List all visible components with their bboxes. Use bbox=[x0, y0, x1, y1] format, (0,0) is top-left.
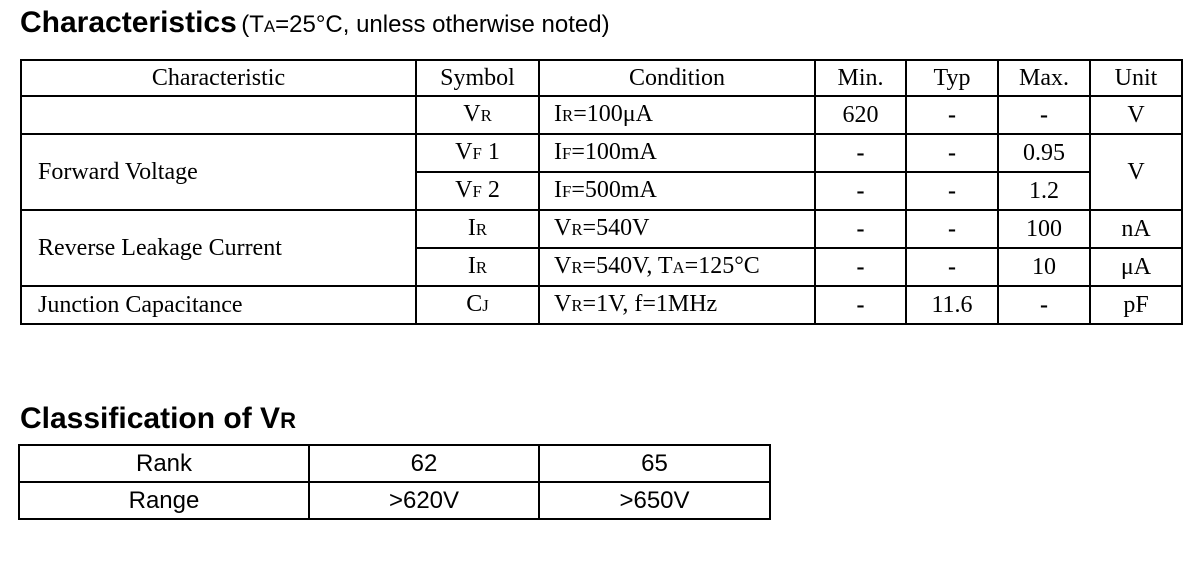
rank-value: 62 bbox=[308, 444, 540, 483]
unit-cell: V bbox=[1089, 95, 1183, 135]
unit-cell: V bbox=[1089, 133, 1183, 211]
table-row: VF 2 IF=500mA - - 1.2 bbox=[21, 171, 1182, 211]
classification-table: Rank 62 65 Range >620V >650V bbox=[18, 444, 771, 520]
max-cell: 100 bbox=[997, 209, 1091, 249]
max-cell: - bbox=[997, 285, 1091, 325]
symbol-cell: VF 2 bbox=[415, 171, 540, 211]
rank-value: 65 bbox=[538, 444, 771, 483]
condition-cell: IF=500mA bbox=[538, 171, 816, 211]
classification-heading: Classification of VR bbox=[20, 402, 296, 435]
symbol-cell: IR bbox=[415, 209, 540, 249]
unit-cell: pF bbox=[1089, 285, 1183, 325]
symbol-cell: VR bbox=[415, 95, 540, 135]
table-header-row: Characteristic Symbol Condition Min. Typ… bbox=[20, 59, 1183, 97]
typ-cell: - bbox=[905, 133, 999, 173]
min-cell: - bbox=[814, 209, 907, 249]
table-row: Forward Voltage VF 1 IF=100mA - - 0.95 V bbox=[20, 133, 1183, 211]
rank-row: Rank 62 65 bbox=[18, 444, 771, 483]
typ-cell: - bbox=[905, 95, 999, 135]
min-cell: - bbox=[814, 171, 907, 211]
condition-cell: VR=540V, TA=125°C bbox=[538, 247, 816, 287]
characteristics-table: Characteristic Symbol Condition Min. Typ… bbox=[20, 59, 1183, 325]
symbol-cell: VF 1 bbox=[415, 133, 540, 173]
max-cell: 0.95 bbox=[997, 133, 1091, 173]
max-cell: 1.2 bbox=[997, 171, 1091, 211]
table-row: Junction Capacitance CJ VR=1V, f=1MHz - … bbox=[20, 285, 1183, 325]
characteristic-cell: Forward Voltage bbox=[20, 133, 417, 211]
condition-cell: IR=100μA bbox=[538, 95, 816, 135]
min-cell: - bbox=[814, 285, 907, 325]
header-min: Min. bbox=[814, 59, 907, 97]
characteristic-cell: Junction Capacitance bbox=[20, 285, 417, 325]
header-characteristic: Characteristic bbox=[20, 59, 417, 97]
condition-cell: VR=1V, f=1MHz bbox=[538, 285, 816, 325]
header-unit: Unit bbox=[1089, 59, 1183, 97]
symbol-cell: IR bbox=[415, 247, 540, 287]
header-symbol: Symbol bbox=[415, 59, 540, 97]
min-cell: - bbox=[814, 247, 907, 287]
characteristics-heading: Characteristics (TA=25°C, unless otherwi… bbox=[20, 6, 610, 40]
table-row: VR IR=100μA 620 - - V bbox=[20, 95, 1183, 135]
typ-cell: - bbox=[905, 247, 999, 287]
condition-cell: VR=540V bbox=[538, 209, 816, 249]
characteristic-cell: Reverse Leakage Current bbox=[20, 209, 417, 287]
typ-cell: - bbox=[905, 209, 999, 249]
header-max: Max. bbox=[997, 59, 1091, 97]
range-label: Range bbox=[18, 481, 310, 520]
table-row: IR VR=540V, TA=125°C - - 10 μA bbox=[21, 247, 1183, 287]
min-cell: - bbox=[814, 133, 907, 173]
condition-cell: IF=100mA bbox=[538, 133, 816, 173]
header-typ: Typ bbox=[905, 59, 999, 97]
characteristics-title: Characteristics bbox=[20, 6, 237, 39]
typ-cell: - bbox=[905, 171, 999, 211]
unit-cell: nA bbox=[1089, 209, 1183, 249]
typ-cell: 11.6 bbox=[905, 285, 999, 325]
range-value: >620V bbox=[308, 481, 540, 520]
max-cell: 10 bbox=[997, 247, 1091, 287]
rank-label: Rank bbox=[18, 444, 310, 483]
test-condition-note: (TA=25°C, unless otherwise noted) bbox=[241, 11, 610, 38]
min-cell: 620 bbox=[814, 95, 907, 135]
table-row: Reverse Leakage Current IR VR=540V - - 1… bbox=[20, 209, 1183, 287]
max-cell: - bbox=[997, 95, 1091, 135]
header-condition: Condition bbox=[538, 59, 816, 97]
characteristic-cell bbox=[20, 95, 417, 135]
unit-cell: μA bbox=[1089, 247, 1183, 287]
symbol-cell: CJ bbox=[415, 285, 540, 325]
range-row: Range >620V >650V bbox=[18, 481, 771, 520]
range-value: >650V bbox=[538, 481, 771, 520]
